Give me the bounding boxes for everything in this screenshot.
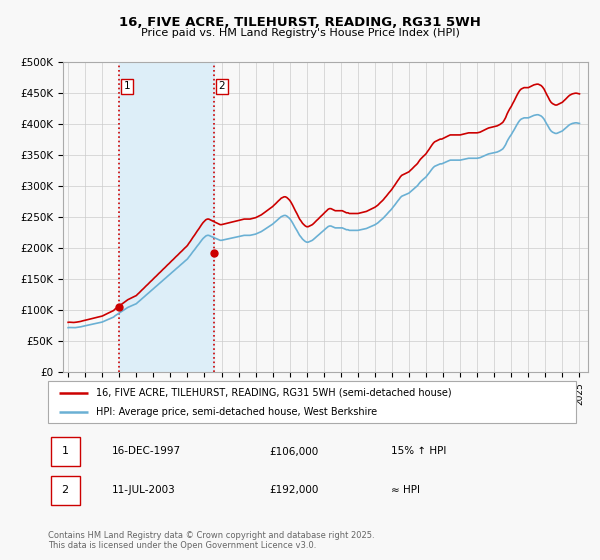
Text: 2: 2 [62, 486, 69, 496]
Text: 15% ↑ HPI: 15% ↑ HPI [391, 446, 446, 456]
FancyBboxPatch shape [50, 476, 80, 505]
Text: 1: 1 [62, 446, 68, 456]
Text: 16-DEC-1997: 16-DEC-1997 [112, 446, 181, 456]
FancyBboxPatch shape [50, 437, 80, 466]
Bar [119, 62, 214, 372]
Text: 2: 2 [218, 81, 225, 91]
Text: Contains HM Land Registry data © Crown copyright and database right 2025.
This d: Contains HM Land Registry data © Crown c… [48, 531, 374, 550]
Text: £192,000: £192,000 [270, 486, 319, 496]
Text: Price paid vs. HM Land Registry's House Price Index (HPI): Price paid vs. HM Land Registry's House … [140, 28, 460, 38]
FancyBboxPatch shape [48, 381, 576, 423]
Text: HPI: Average price, semi-detached house, West Berkshire: HPI: Average price, semi-detached house,… [95, 407, 377, 417]
Text: 11-JUL-2003: 11-JUL-2003 [112, 486, 175, 496]
Text: 1: 1 [124, 81, 130, 91]
Text: 16, FIVE ACRE, TILEHURST, READING, RG31 5WH: 16, FIVE ACRE, TILEHURST, READING, RG31 … [119, 16, 481, 29]
Text: £106,000: £106,000 [270, 446, 319, 456]
Text: ≈ HPI: ≈ HPI [391, 486, 420, 496]
Text: 16, FIVE ACRE, TILEHURST, READING, RG31 5WH (semi-detached house): 16, FIVE ACRE, TILEHURST, READING, RG31 … [95, 388, 451, 398]
